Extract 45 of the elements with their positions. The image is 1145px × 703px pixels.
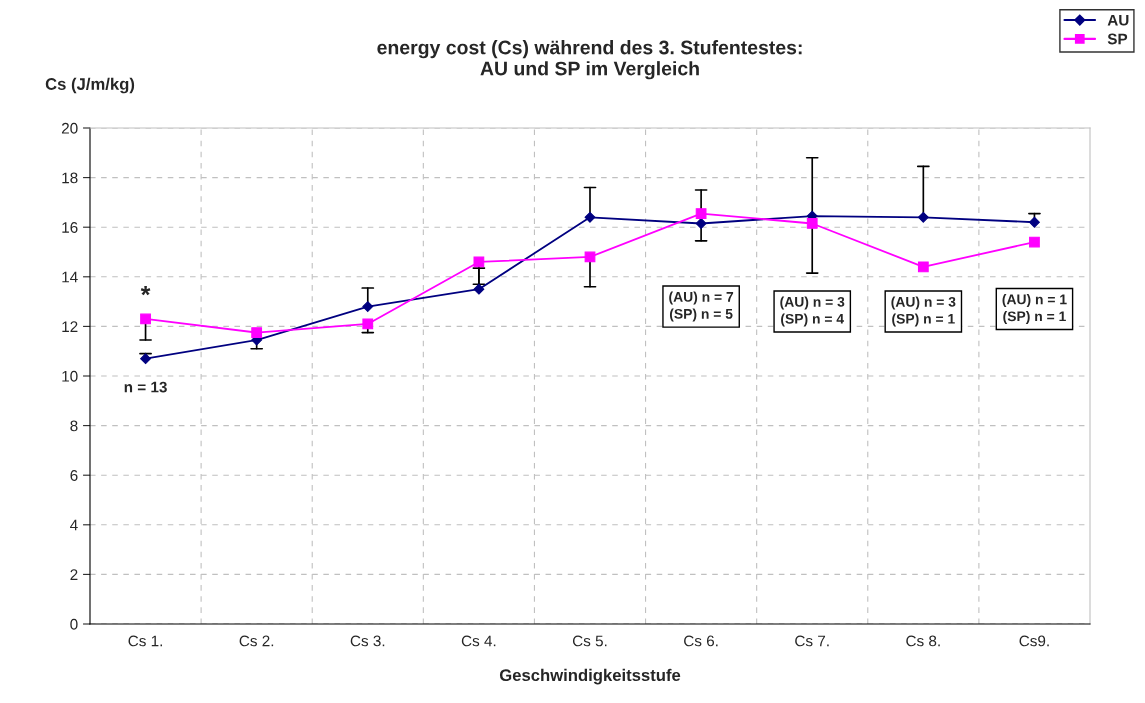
y-axis-title: Cs (J/m/kg) bbox=[45, 77, 135, 94]
point bbox=[917, 261, 929, 273]
point bbox=[140, 353, 151, 365]
annotation: (AU) n = 3 (SP) n = 4 bbox=[780, 296, 845, 327]
annotation: (AU) n = 3 (SP) n = 1 bbox=[891, 296, 956, 327]
point bbox=[473, 283, 485, 295]
point bbox=[140, 313, 151, 325]
x-tick-label: Cs 8. bbox=[906, 635, 940, 647]
point bbox=[917, 211, 929, 223]
y-tick-label: 2 bbox=[70, 569, 78, 580]
y-tick-label: 12 bbox=[62, 321, 78, 332]
y-tick-label: 14 bbox=[62, 271, 78, 283]
y-tick-label: 10 bbox=[62, 370, 78, 382]
chart-title: energy cost (Cs) während des 3. Stufentestes: AU und SP im Vergleich bbox=[377, 40, 802, 80]
x-tick-label: Cs 2. bbox=[239, 635, 274, 647]
annotation: (AU) n = 7 (SP) n = 5 bbox=[669, 291, 734, 322]
y-tick-label: 4 bbox=[70, 519, 78, 531]
point bbox=[362, 318, 374, 330]
point bbox=[1029, 236, 1040, 248]
y-tick-label: 8 bbox=[70, 420, 78, 432]
point bbox=[695, 208, 707, 219]
legend-label: SP bbox=[1107, 33, 1128, 45]
x-tick-label: Cs 1. bbox=[128, 635, 162, 647]
y-tick-label: 20 bbox=[61, 122, 78, 134]
point bbox=[1029, 216, 1040, 228]
annotation: (AU) n = 1 (SP) n = 1 bbox=[1002, 294, 1067, 324]
x-tick-label: Cs 4. bbox=[461, 635, 496, 647]
y-tick-label: 0 bbox=[70, 618, 78, 630]
y-tick-label: 16 bbox=[62, 222, 78, 233]
x-tick-label: Cs 6. bbox=[684, 635, 718, 647]
annotation: * bbox=[140, 285, 151, 296]
legend-label: AU bbox=[1107, 14, 1129, 26]
point bbox=[251, 327, 263, 338]
y-tick-label: 18 bbox=[62, 172, 78, 184]
x-tick-label: Cs9. bbox=[1019, 635, 1049, 647]
point bbox=[362, 301, 374, 312]
annotation: n = 13 bbox=[124, 381, 167, 393]
y-tick-label: 6 bbox=[70, 470, 78, 481]
x-tick-label: Cs 3. bbox=[350, 635, 385, 647]
point bbox=[584, 211, 596, 223]
x-axis-title: Geschwindigkeitsstufe bbox=[499, 668, 681, 685]
x-tick-label: Cs 7. bbox=[795, 635, 829, 647]
x-tick-label: Cs 5. bbox=[572, 635, 607, 647]
point bbox=[695, 218, 707, 229]
point bbox=[806, 218, 818, 229]
